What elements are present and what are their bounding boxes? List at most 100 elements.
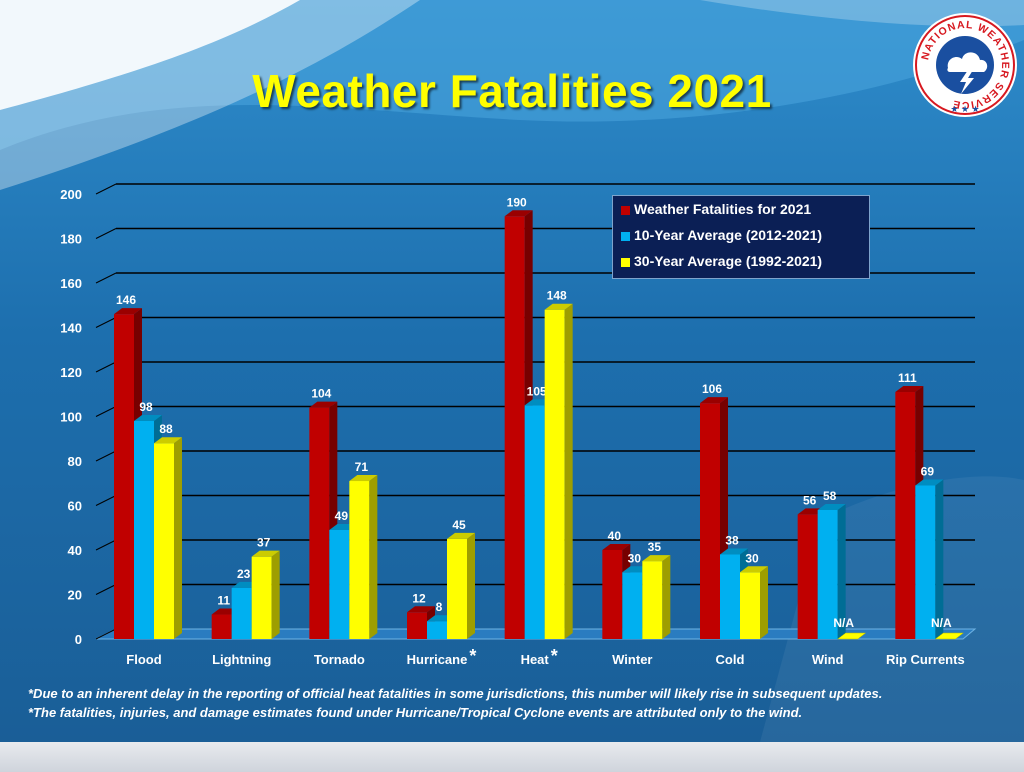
data-label: 12: [412, 591, 426, 605]
data-label: 146: [116, 293, 136, 307]
data-label: 30: [628, 551, 642, 565]
data-label: 40: [608, 529, 622, 543]
bar: [154, 443, 174, 639]
bar-top: [504, 210, 533, 217]
gridline-depth: [95, 450, 117, 462]
bar: [720, 554, 740, 639]
legend-label-10yr: 10-Year Average (2012-2021): [634, 227, 823, 243]
bar: [817, 509, 838, 639]
data-label: 58: [823, 489, 837, 503]
bar-chart: 0 20 40 60 80 100 120 140 160 180 200 146 98 88 Flood 1…: [60, 183, 977, 667]
data-label: N/A: [931, 616, 952, 630]
data-label: 56: [803, 493, 817, 507]
slide-background: Weather Fatalities 2021 0 20 40 60 80 100 120 1…: [0, 0, 1024, 742]
bar-side: [760, 566, 768, 639]
data-label: 88: [159, 422, 173, 436]
data-label: 37: [257, 536, 271, 550]
data-label: 148: [547, 289, 567, 303]
bar-side: [837, 503, 846, 639]
gridline-depth: [95, 406, 117, 417]
bar: [211, 614, 232, 639]
y-tick-label: 60: [68, 499, 82, 514]
gridline-depth: [95, 584, 117, 595]
data-label: 190: [507, 195, 527, 209]
star-icons: ★ ★ ★: [950, 104, 979, 114]
bar-top: [817, 503, 846, 510]
gridline-depth: [95, 628, 117, 640]
bar-side: [271, 550, 280, 639]
x-tick-label: Rip Currents: [886, 652, 965, 667]
bar-top: [700, 397, 728, 404]
data-label: 105: [527, 384, 547, 398]
bar: [700, 403, 720, 639]
legend-label-2021: Weather Fatalities for 2021: [634, 201, 812, 217]
chart-legend: Weather Fatalities for 2021 10-Year Aver…: [612, 195, 870, 279]
bar: [504, 216, 525, 639]
gridline-depth: [95, 317, 117, 328]
y-tick-label: 120: [60, 365, 82, 380]
gridline-depth: [95, 495, 117, 506]
bar-na-marker: [836, 632, 867, 640]
data-label: 30: [745, 551, 759, 565]
bar-side: [564, 303, 573, 639]
bar-side: [369, 475, 378, 639]
lightning-icon: [960, 70, 974, 94]
page-title: Weather Fatalities 2021: [252, 65, 772, 117]
data-label: 11: [217, 594, 230, 608]
x-tick-label: Winter: [612, 652, 652, 667]
bar-top: [134, 414, 162, 421]
data-label: 8: [436, 600, 443, 614]
bar: [447, 538, 467, 639]
nws-logo: NATIONAL WEATHER SERVICE ★ ★ ★: [913, 13, 1017, 117]
bar: [349, 481, 370, 639]
asterisk-mark: *: [551, 646, 558, 666]
data-label: 104: [311, 387, 331, 401]
gridline-depth: [95, 228, 117, 239]
bar-top: [602, 544, 631, 550]
bar-top: [251, 550, 280, 557]
data-label: 111: [898, 371, 917, 385]
bar: [895, 392, 916, 639]
bar: [309, 407, 330, 639]
x-tick-label: Wind: [812, 652, 844, 667]
bar: [915, 485, 936, 639]
legend-swatch-10yr: [621, 232, 630, 241]
data-label: 106: [702, 382, 722, 396]
bar: [740, 572, 760, 639]
bar-side: [935, 479, 944, 639]
y-tick-label: 200: [60, 187, 82, 202]
data-label: 98: [139, 400, 153, 414]
bar-top: [642, 555, 671, 562]
gridline-depth: [95, 361, 117, 373]
bar-na-marker: [934, 632, 965, 640]
y-tick-label: 80: [68, 454, 82, 469]
bar: [134, 420, 154, 639]
data-label: 69: [921, 464, 935, 478]
data-label: 45: [452, 518, 466, 532]
bar: [622, 572, 643, 639]
footnote-hurricane: *The fatalities, injuries, and damage es…: [28, 705, 803, 720]
gridline-depth: [95, 539, 117, 551]
data-label: 35: [648, 540, 662, 554]
bar: [797, 514, 818, 639]
bar-top: [114, 308, 142, 315]
bar: [642, 561, 663, 639]
y-tick-label: 0: [75, 632, 82, 647]
bar: [114, 314, 134, 639]
bar-top: [447, 532, 475, 539]
legend-swatch-30yr: [621, 258, 630, 267]
bar-side: [467, 532, 475, 639]
bar-top: [349, 475, 378, 482]
y-tick-label: 20: [68, 588, 82, 603]
y-tick-label: 180: [60, 232, 82, 247]
bar: [427, 621, 447, 639]
x-tick-label: Cold: [716, 652, 745, 667]
bar: [251, 556, 272, 639]
footnote-heat: *Due to an inherent delay in the reporti…: [28, 686, 883, 701]
bottom-strip: [0, 742, 1024, 772]
x-tick-label: Flood: [126, 652, 161, 667]
y-tick-label: 40: [68, 543, 82, 558]
x-tick-label: Tornado: [314, 652, 365, 667]
bar-top: [407, 606, 435, 613]
bar-top: [154, 437, 182, 444]
